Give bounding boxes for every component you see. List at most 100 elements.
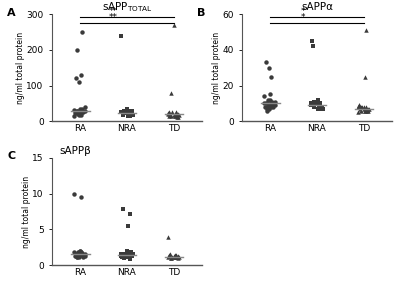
Point — [365, 107, 372, 111]
Point — [78, 250, 84, 254]
Point — [269, 103, 276, 107]
Point — [74, 112, 81, 116]
Point — [170, 254, 177, 258]
Point — [79, 251, 85, 256]
Text: sAPPβ: sAPPβ — [60, 146, 91, 156]
Point — [362, 108, 368, 113]
Point — [174, 115, 180, 119]
Point — [125, 254, 132, 259]
Point — [129, 113, 136, 117]
Point — [129, 108, 135, 113]
Point — [366, 107, 372, 111]
Point — [311, 99, 318, 104]
Point — [266, 107, 272, 111]
Point — [120, 111, 126, 116]
Point — [176, 254, 182, 259]
Point — [76, 248, 83, 253]
Point — [308, 101, 314, 106]
Point — [263, 60, 269, 65]
Point — [317, 103, 323, 107]
Point — [166, 254, 172, 258]
Point — [172, 114, 178, 118]
Point — [264, 105, 271, 109]
Point — [78, 108, 84, 113]
Point — [127, 114, 133, 118]
Point — [168, 91, 174, 95]
Point — [165, 234, 172, 239]
Point — [118, 252, 124, 257]
Text: **: ** — [108, 13, 118, 22]
Point — [165, 112, 172, 116]
Point — [128, 250, 134, 254]
Point — [175, 254, 182, 258]
Point — [120, 109, 127, 114]
Point — [319, 107, 326, 111]
Point — [269, 99, 275, 104]
Point — [314, 107, 321, 111]
Point — [77, 248, 84, 253]
Point — [78, 252, 84, 257]
Point — [172, 254, 178, 258]
Point — [309, 39, 315, 43]
Point — [310, 101, 316, 106]
Point — [121, 256, 128, 260]
Point — [266, 65, 272, 70]
Point — [175, 256, 182, 260]
Point — [78, 113, 84, 117]
Point — [165, 114, 172, 118]
Point — [314, 99, 320, 104]
Point — [79, 107, 86, 111]
Point — [82, 105, 88, 109]
Point — [72, 111, 78, 116]
Point — [124, 107, 130, 111]
Point — [169, 110, 175, 114]
Point — [120, 251, 127, 256]
Point — [80, 110, 86, 114]
Point — [170, 23, 177, 27]
Point — [319, 105, 325, 109]
Point — [118, 254, 124, 258]
Point — [126, 110, 132, 114]
Text: A: A — [7, 8, 16, 18]
Point — [124, 107, 130, 111]
Y-axis label: ng/ml total protein: ng/ml total protein — [22, 175, 31, 248]
Point — [76, 113, 83, 117]
Point — [316, 105, 322, 109]
Point — [127, 254, 134, 259]
Point — [82, 108, 88, 113]
Point — [72, 254, 78, 258]
Point — [76, 254, 82, 259]
Point — [268, 105, 274, 109]
Point — [361, 74, 368, 79]
Point — [127, 108, 133, 113]
Point — [120, 112, 126, 116]
Point — [167, 112, 173, 116]
Point — [365, 108, 372, 113]
Point — [127, 250, 133, 254]
Point — [76, 80, 82, 84]
Point — [129, 254, 135, 258]
Point — [262, 105, 268, 109]
Point — [120, 254, 126, 259]
Point — [74, 108, 81, 113]
Point — [172, 114, 178, 118]
Point — [74, 252, 81, 257]
Point — [316, 101, 323, 106]
Text: C: C — [7, 151, 15, 162]
Point — [73, 253, 79, 257]
Point — [269, 103, 276, 107]
Point — [126, 108, 132, 113]
Point — [264, 101, 271, 106]
Point — [76, 112, 83, 116]
Point — [126, 251, 132, 256]
Point — [172, 113, 179, 117]
Point — [120, 113, 126, 117]
Point — [360, 107, 367, 111]
Point — [127, 112, 134, 116]
Point — [262, 101, 269, 106]
Point — [318, 105, 324, 109]
Point — [126, 112, 133, 116]
Point — [355, 103, 362, 107]
Point — [79, 110, 85, 114]
Point — [71, 250, 78, 254]
